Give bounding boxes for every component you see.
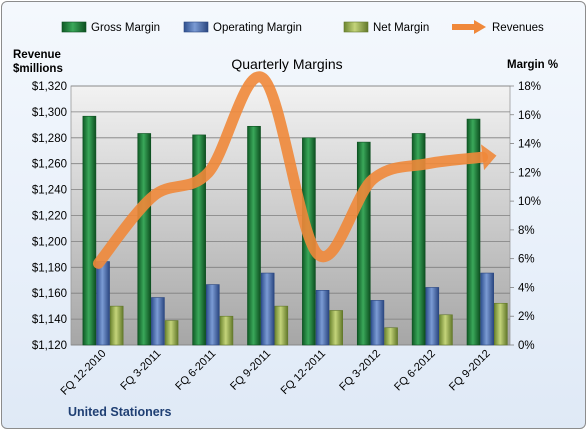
net-margin-bar bbox=[329, 310, 343, 346]
net-margin-bar bbox=[384, 327, 398, 346]
left-tick-label: $1,220 bbox=[32, 211, 67, 223]
right-tick-label: 6% bbox=[518, 254, 535, 266]
right-tick-label: 8% bbox=[518, 225, 535, 237]
legend-label-operating-margin: Operating Margin bbox=[213, 22, 302, 34]
left-tick-label: $1,320 bbox=[32, 81, 67, 93]
operating-margin-bar bbox=[370, 300, 385, 346]
net-margin-bar bbox=[219, 315, 234, 346]
left-tick-label: $1,200 bbox=[32, 236, 67, 248]
left-axis-label-line1: Revenue bbox=[13, 49, 61, 61]
right-tick-label: 4% bbox=[518, 282, 535, 294]
net-margin-bar bbox=[164, 320, 179, 346]
operating-margin-bar bbox=[480, 272, 494, 346]
revenue-line bbox=[92, 71, 497, 269]
legend-swatch-net-margin bbox=[343, 21, 369, 33]
legend-operating-margin: Operating Margin bbox=[183, 21, 302, 34]
left-tick-label: $1,140 bbox=[32, 314, 67, 326]
right-tick-label: 2% bbox=[518, 311, 535, 323]
right-axis-label: Margin % bbox=[507, 59, 558, 71]
operating-margin-bar bbox=[425, 287, 440, 346]
category-label: FQ 3-2012 bbox=[337, 348, 383, 394]
right-tick-label: 14% bbox=[518, 139, 541, 151]
category-label: FQ 12-2011 bbox=[279, 348, 328, 397]
gross-margin-bar bbox=[247, 125, 261, 346]
net-margin-bar bbox=[494, 302, 508, 346]
legend-revenues: Revenues bbox=[452, 20, 544, 34]
left-tick-label: $1,180 bbox=[32, 262, 67, 274]
gross-margin-bar bbox=[356, 141, 371, 346]
legend-net-margin: Net Margin bbox=[343, 21, 429, 34]
left-axis-ticks: $1,120 $1,140 $1,160 $1,180 $1,200 $1,220 $1,2… bbox=[32, 81, 67, 352]
gross-margin-bar bbox=[137, 133, 152, 346]
legend-arrow-revenues bbox=[474, 20, 486, 34]
category-label: FQ 6-2011 bbox=[173, 348, 218, 393]
category-labels: FQ 12-2010 FQ 3-2011 FQ 6-2011 FQ 9-2011 FQ … bbox=[59, 348, 493, 398]
legend-label-revenues: Revenues bbox=[492, 22, 544, 34]
left-axis-label-line2: $millions bbox=[13, 63, 63, 75]
category-label: FQ 6-2012 bbox=[392, 348, 438, 394]
net-margin-bar bbox=[439, 314, 453, 346]
gross-margin-bar bbox=[411, 133, 426, 346]
right-tick-label: 16% bbox=[518, 110, 541, 122]
left-tick-label: $1,240 bbox=[32, 185, 67, 197]
category-label: FQ 3-2011 bbox=[118, 348, 163, 393]
operating-margin-bar bbox=[151, 297, 165, 346]
right-tick-label: 10% bbox=[518, 196, 541, 208]
gross-margin-bar bbox=[192, 134, 206, 346]
company-name: United Stationers bbox=[68, 405, 172, 419]
left-tick-label: $1,160 bbox=[32, 288, 67, 300]
right-tick-label: 0% bbox=[518, 340, 535, 352]
category-label: FQ 9-2012 bbox=[447, 348, 493, 394]
right-tick-label: 12% bbox=[518, 167, 541, 179]
revenue-line-path bbox=[92, 71, 489, 269]
legend-label-gross-margin: Gross Margin bbox=[91, 22, 160, 34]
gross-margin-bar bbox=[466, 118, 481, 346]
operating-margin-bar bbox=[315, 290, 330, 346]
left-tick-label: $1,120 bbox=[32, 340, 67, 352]
legend-label-net-margin: Net Margin bbox=[373, 22, 429, 34]
legend-swatch-gross-margin bbox=[61, 21, 87, 33]
gross-margin-bar bbox=[82, 115, 97, 346]
category-label: FQ 9-2011 bbox=[228, 348, 273, 393]
net-margin-bar bbox=[109, 305, 124, 346]
operating-margin-bar bbox=[96, 261, 110, 346]
left-tick-label: $1,260 bbox=[32, 159, 67, 171]
legend-swatch-operating-margin bbox=[183, 21, 209, 33]
left-tick-label: $1,280 bbox=[32, 133, 67, 145]
left-tick-label: $1,300 bbox=[32, 107, 67, 119]
revenue-arrowhead bbox=[481, 144, 497, 171]
category-label: FQ 12-2010 bbox=[59, 348, 109, 398]
operating-margin-bar bbox=[205, 284, 220, 346]
operating-margin-bar bbox=[260, 272, 275, 346]
legend: Gross Margin Operating Margin Net Margin… bbox=[61, 20, 544, 34]
net-margin-bar bbox=[274, 305, 289, 346]
right-axis-ticks: 0% 2% 4% 6% 8% 10% 12% 14% 16% 18% bbox=[510, 81, 541, 352]
right-tick-label: 18% bbox=[518, 81, 541, 93]
legend-gross-margin: Gross Margin bbox=[61, 21, 160, 34]
chart-title: Quarterly Margins bbox=[231, 56, 342, 72]
